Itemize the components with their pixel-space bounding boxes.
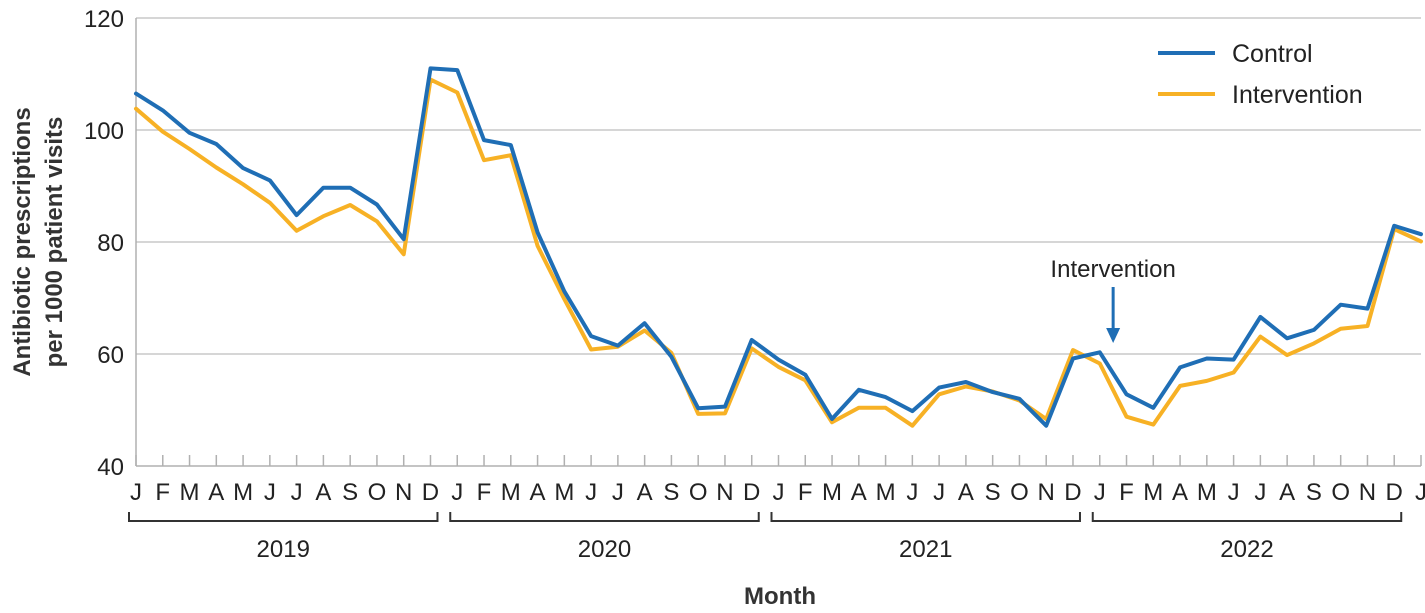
y-axis-title: Antibiotic prescriptions per 1000 patien… (9, 107, 68, 376)
x-tick-label-month: J (1415, 479, 1425, 506)
x-tick-label-month: A (315, 479, 331, 506)
x-tick-label-month: J (1228, 479, 1240, 506)
x-tick-label-month: M (233, 479, 253, 506)
x-tick-label-month: N (716, 479, 733, 506)
year-bracket-2019 (128, 512, 439, 522)
year-label-2019: 2019 (257, 536, 310, 563)
legend-label-intervention: Intervention (1232, 81, 1363, 109)
x-tick-label-month: A (530, 479, 546, 506)
x-tick-label-month: M (554, 479, 574, 506)
year-bracket-2020 (449, 512, 760, 522)
x-tick-label-month: S (985, 479, 1001, 506)
x-tick-label-month: O (368, 479, 387, 506)
x-tick-label-month: J (933, 479, 945, 506)
x-tick-label-month: J (906, 479, 918, 506)
y-tick-label: 80 (97, 230, 124, 257)
x-tick-label-month: A (958, 479, 974, 506)
legend-label-control: Control (1232, 40, 1313, 68)
x-tick-label-month: M (822, 479, 842, 506)
x-tick-label-month: S (342, 479, 358, 506)
x-tick-label-month: A (208, 479, 224, 506)
x-tick-label-month: O (1331, 479, 1350, 506)
x-tick-label-month: J (451, 479, 463, 506)
x-tick-label-month: D (1386, 479, 1403, 506)
gridlines (136, 17, 1421, 355)
y-tick-label: 100 (84, 118, 124, 145)
x-tick-label-month: A (1279, 479, 1295, 506)
x-tick-label-month: J (612, 479, 624, 506)
x-tick-label-month: N (1359, 479, 1376, 506)
year-label-2021: 2021 (899, 536, 952, 563)
y-tick-label: 120 (84, 6, 124, 33)
x-tick-label-month: J (773, 479, 785, 506)
annotation-label: Intervention (1050, 256, 1175, 283)
x-tick-label-month: M (1197, 479, 1217, 506)
x-tick-label-month: D (1064, 479, 1081, 506)
y-tick-label: 60 (97, 342, 124, 369)
x-tick-label-month: S (663, 479, 679, 506)
x-tick-label-month: J (1094, 479, 1106, 506)
x-tick-label-month: A (1172, 479, 1188, 506)
y-tick-label: 40 (97, 454, 124, 481)
x-tick-label-month: O (1010, 479, 1029, 506)
x-tick-label-month: S (1306, 479, 1322, 506)
x-tick-label-month: J (585, 479, 597, 506)
year-bracket-2021 (770, 512, 1081, 522)
series-lines (134, 66, 1423, 428)
x-tick-label-month: A (637, 479, 653, 506)
x-tick-label-month: O (689, 479, 708, 506)
annotation-arrow-head (1106, 328, 1121, 343)
y-axis: 40 60 80 100 120 (84, 6, 137, 481)
x-tick-label-month: M (501, 479, 521, 506)
x-tick-label-month: F (1119, 479, 1134, 506)
series-line-control (134, 66, 1423, 428)
x-tick-label-month: M (180, 479, 200, 506)
x-tick-label-month: J (264, 479, 276, 506)
y-axis-title-line-1: Antibiotic prescriptions (9, 107, 36, 376)
x-tick-label-month: F (798, 479, 813, 506)
x-tick-label-month: N (1038, 479, 1055, 506)
x-tick-label-month: N (395, 479, 412, 506)
year-label-2020: 2020 (578, 536, 631, 563)
x-axis-title: Month (744, 583, 816, 610)
year-bracket-2022 (1091, 512, 1403, 522)
x-tick-label-month: J (291, 479, 303, 506)
x-tick-label-month: A (851, 479, 867, 506)
x-tick-label-month: J (1254, 479, 1266, 506)
x-tick-label-month: F (155, 479, 170, 506)
x-tick-label-month: M (1143, 479, 1163, 506)
x-tick-label-month: M (876, 479, 896, 506)
y-axis-title-line-2: per 1000 patient visits (41, 117, 68, 368)
legend: Control Intervention (1158, 40, 1363, 109)
intervention-annotation: Intervention (1050, 256, 1176, 343)
x-tick-label-month: D (743, 479, 760, 506)
year-label-2022: 2022 (1220, 536, 1273, 563)
series-line-intervention (134, 77, 1423, 428)
x-tick-label-month: J (130, 479, 142, 506)
x-tick-label-month: D (422, 479, 439, 506)
x-tick-label-month: F (477, 479, 492, 506)
